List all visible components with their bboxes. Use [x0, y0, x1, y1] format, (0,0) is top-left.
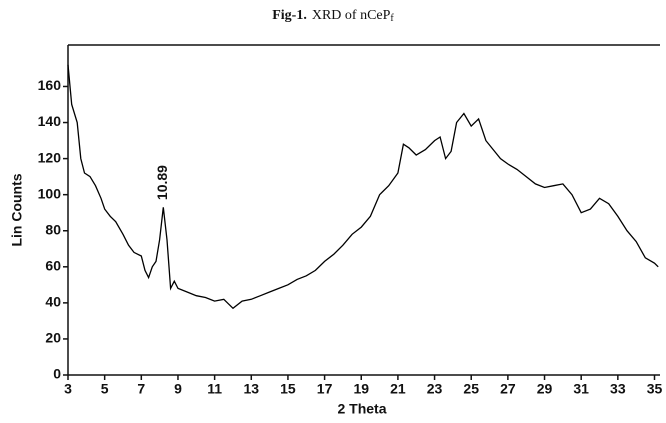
- x-tick-label: 13: [243, 381, 259, 397]
- title-subscript: f: [390, 13, 394, 24]
- y-tick-label: 80: [45, 221, 61, 237]
- x-tick-label: 35: [647, 381, 663, 397]
- x-tick-label: 9: [174, 381, 182, 397]
- x-axis-label: 2 Theta: [337, 401, 386, 417]
- y-tick-label: 140: [38, 113, 62, 129]
- x-tick-label: 31: [573, 381, 589, 397]
- y-tick-label: 20: [45, 330, 61, 346]
- title-text: XRD of nCeP: [312, 8, 391, 23]
- x-tick-label: 17: [317, 381, 333, 397]
- y-tick-label: 40: [45, 294, 61, 310]
- x-tick-label: 33: [610, 381, 626, 397]
- x-tick-label: 5: [101, 381, 109, 397]
- x-tick-label: 11: [207, 381, 222, 397]
- y-tick-label: 120: [38, 149, 62, 165]
- y-tick-label: 160: [38, 77, 62, 93]
- x-tick-label: 29: [537, 381, 553, 397]
- y-axis-label: Lin Counts: [9, 173, 25, 246]
- x-tick-label: 25: [463, 381, 479, 397]
- y-tick-label: 0: [53, 366, 61, 382]
- annotation: 10.89: [154, 165, 170, 200]
- x-tick-label: 27: [500, 381, 516, 397]
- x-tick-label: 3: [64, 381, 72, 397]
- x-tick-label: 7: [137, 381, 145, 397]
- y-tick-label: 100: [38, 185, 62, 201]
- y-tick-label: 60: [45, 258, 61, 274]
- chart-title: Fig-1. XRD of nCePf: [272, 8, 394, 24]
- x-tick-label: 15: [280, 381, 296, 397]
- x-tick-label: 23: [427, 381, 443, 397]
- x-tick-label: 21: [390, 381, 406, 397]
- x-tick-label: 19: [353, 381, 369, 397]
- data-line: [67, 64, 659, 310]
- title-label: Fig-1.: [272, 8, 307, 23]
